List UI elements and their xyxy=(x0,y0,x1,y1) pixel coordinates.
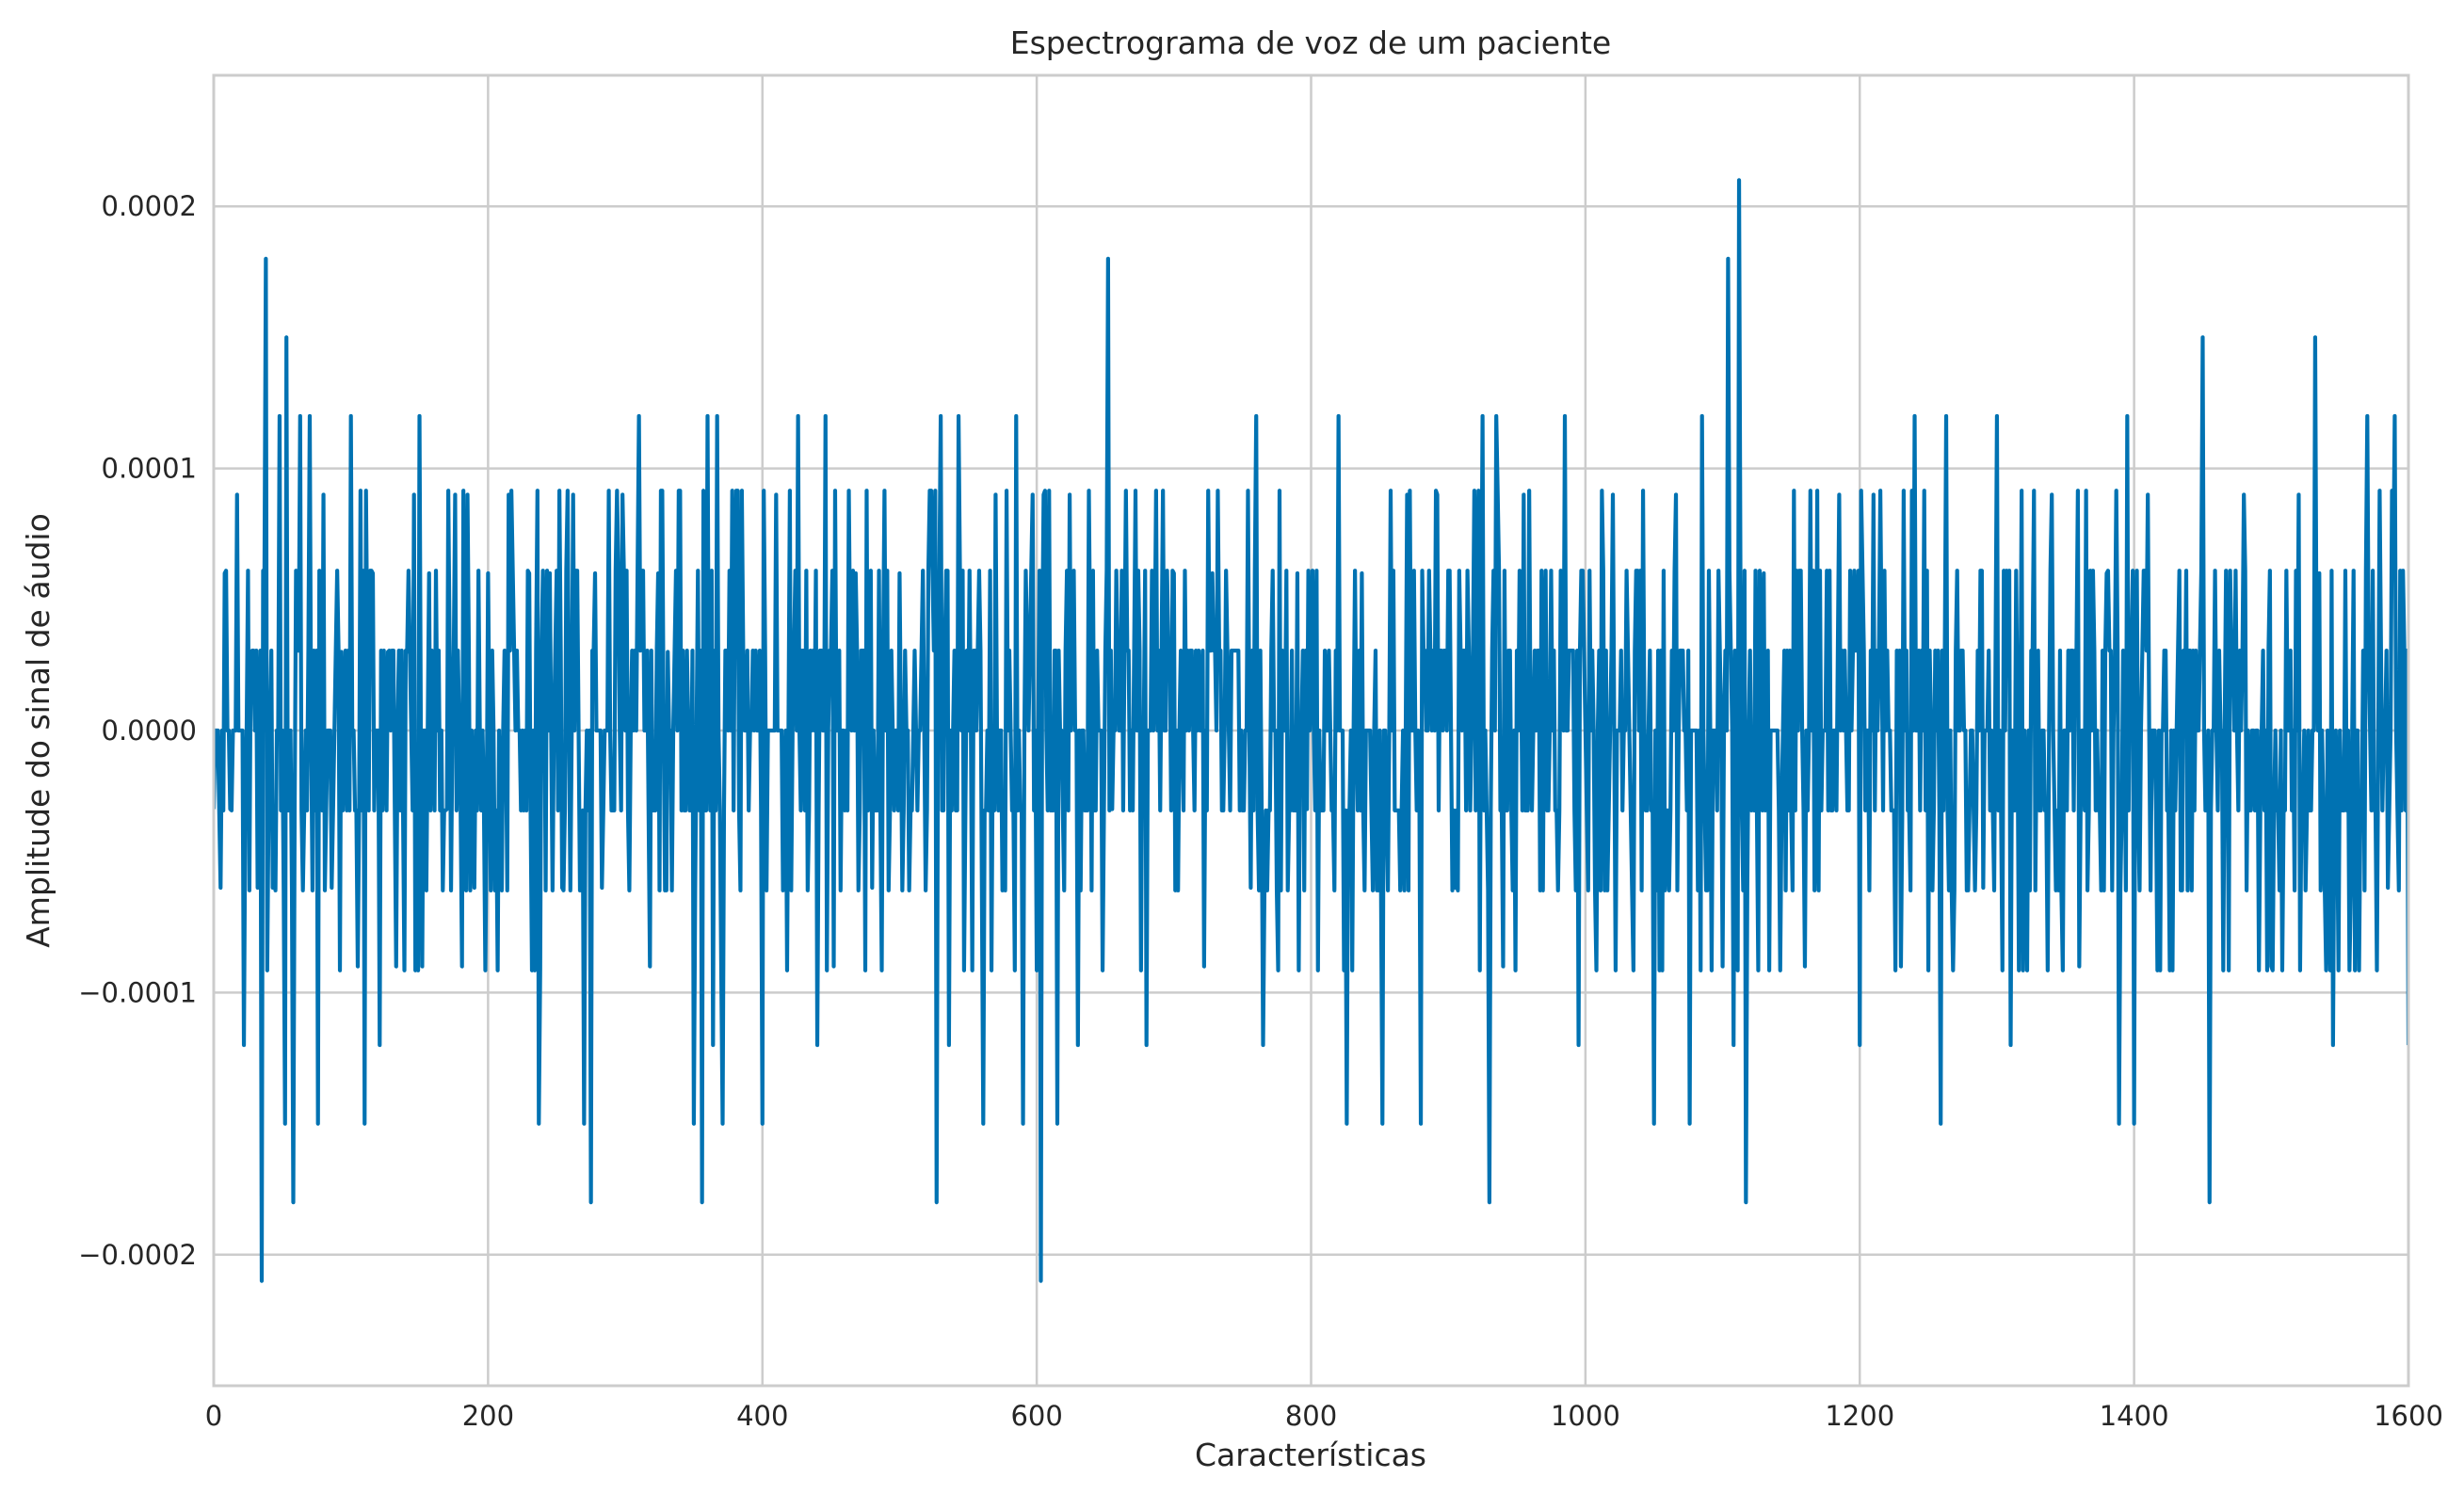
x-tick-label: 200 xyxy=(462,1400,514,1432)
y-tick-label: −0.0002 xyxy=(78,1239,197,1271)
x-tick-label: 1400 xyxy=(2100,1400,2169,1432)
plot-frame xyxy=(212,73,2410,1388)
y-tick-label: −0.0001 xyxy=(78,976,197,1008)
x-tick-label: 800 xyxy=(1285,1400,1337,1432)
x-axis-label: Características xyxy=(1195,1437,1426,1473)
x-tick-labels: 0 200 400 600 800 1000 1200 1400 1600 xyxy=(205,1400,2443,1432)
x-tick-label: 1000 xyxy=(1551,1400,1620,1432)
y-tick-label: 0.0002 xyxy=(102,190,197,222)
chart-title: Espectrograma de voz de um paciente xyxy=(1010,24,1612,61)
series-line xyxy=(214,178,2408,1283)
y-tick-label: 0.0000 xyxy=(102,715,197,747)
y-axis-label: Amplitude do sinal de áudio xyxy=(20,513,56,948)
y-tick-label: 0.0001 xyxy=(102,453,197,485)
x-tick-label: 400 xyxy=(736,1400,788,1432)
series-layer xyxy=(214,178,2408,1283)
x-tick-label: 0 xyxy=(205,1400,222,1432)
x-tick-label: 1600 xyxy=(2374,1400,2443,1432)
x-tick-label: 600 xyxy=(1010,1400,1062,1432)
x-tick-label: 1200 xyxy=(1825,1400,1894,1432)
y-tick-labels: 0.0002 0.0001 0.0000 −0.0001 −0.0002 xyxy=(78,190,197,1271)
